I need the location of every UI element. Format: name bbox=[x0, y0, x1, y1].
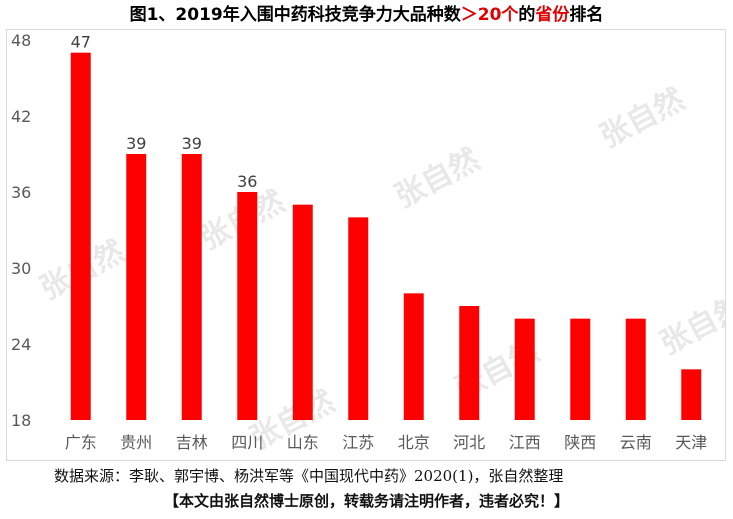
watermark-4: 张自然 bbox=[594, 82, 690, 155]
watermark-3: 张自然 bbox=[389, 142, 485, 215]
x-tick-label-10: 陕西 bbox=[564, 433, 596, 452]
bar-chart: 张自然张自然张自然张自然张自然张自然张自然18243036424847广东39贵… bbox=[11, 31, 725, 457]
copyright-note: 【本文由张自然博士原创，转载务请注明作者，违者必究！】 bbox=[163, 492, 569, 510]
bar-10 bbox=[570, 318, 591, 420]
y-tick-label-5: 42 bbox=[11, 107, 31, 126]
x-tick-label-6: 江苏 bbox=[342, 433, 374, 452]
data-label-3: 39 bbox=[182, 134, 202, 153]
x-tick-label-9: 江西 bbox=[509, 433, 541, 452]
title-part-2: ＞20个 bbox=[460, 5, 519, 25]
y-tick-label-2: 24 bbox=[11, 335, 31, 354]
y-tick-label-6: 48 bbox=[11, 31, 31, 50]
y-tick-label-4: 36 bbox=[11, 183, 31, 202]
x-tick-label-5: 山东 bbox=[287, 433, 319, 452]
data-label-4: 36 bbox=[237, 172, 257, 191]
x-tick-label-8: 河北 bbox=[453, 433, 485, 452]
bar-1 bbox=[70, 52, 91, 421]
bar-12 bbox=[681, 369, 702, 420]
title-part-4: 省份 bbox=[535, 5, 570, 25]
x-tick-label-4: 四川 bbox=[231, 433, 263, 452]
chart-frame: 张自然张自然张自然张自然张自然张自然张自然18243036424847广东39贵… bbox=[6, 29, 726, 461]
x-tick-label-3: 吉林 bbox=[176, 433, 208, 452]
bar-7 bbox=[403, 293, 424, 420]
x-tick-label-2: 贵州 bbox=[120, 433, 152, 452]
x-tick-label-11: 云南 bbox=[620, 433, 652, 452]
bar-6 bbox=[348, 217, 369, 420]
bar-9 bbox=[514, 318, 535, 420]
bar-4 bbox=[237, 192, 258, 420]
bar-8 bbox=[459, 306, 480, 420]
data-label-1: 47 bbox=[71, 33, 91, 52]
chart-title: 图1、2019年入围中药科技竞争力大品种数＞20个的省份排名 bbox=[0, 2, 733, 28]
x-tick-label-12: 天津 bbox=[675, 433, 707, 452]
title-part-1: 图1、2019年入围中药科技竞争力大品种数 bbox=[129, 5, 461, 25]
x-tick-label-7: 北京 bbox=[398, 433, 430, 452]
data-label-2: 39 bbox=[126, 134, 146, 153]
watermark-7: 张自然 bbox=[654, 289, 725, 362]
bar-5 bbox=[292, 204, 313, 420]
title-part-5: 排名 bbox=[569, 5, 604, 25]
bar-3 bbox=[181, 154, 202, 420]
y-tick-label-1: 18 bbox=[11, 411, 31, 430]
x-tick-label-1: 广东 bbox=[65, 433, 97, 452]
source-note: 数据来源：李耿、郭宇博、杨洪军等《中国现代中药》2020(1)，张自然整理 bbox=[54, 467, 564, 485]
title-part-3: 的 bbox=[518, 5, 536, 25]
bar-2 bbox=[126, 154, 147, 420]
y-tick-label-3: 30 bbox=[11, 259, 31, 278]
bar-11 bbox=[625, 318, 646, 420]
